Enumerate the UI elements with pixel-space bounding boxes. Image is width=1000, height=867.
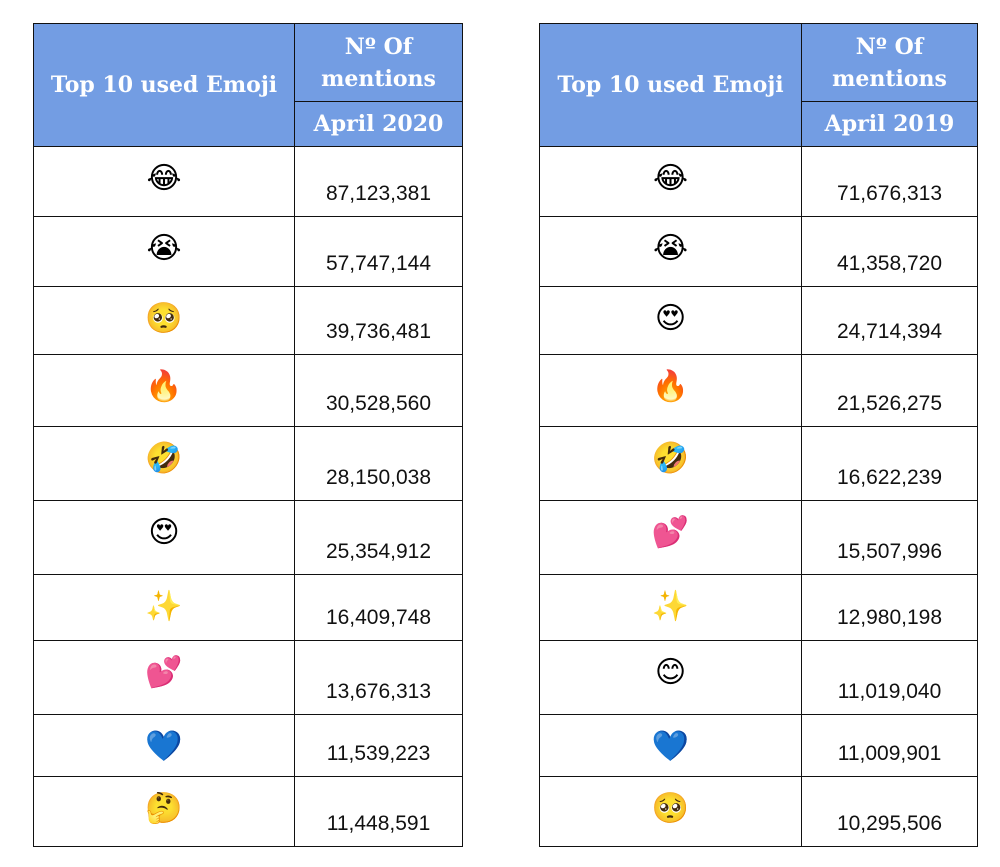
loudly-crying-face-icon: 😭 [539,216,802,287]
header-mentions: Nº Of mentions [801,23,978,102]
table-row: 🔥 30,528,560 [33,354,463,427]
table-row: 🤣 28,150,038 [33,426,463,501]
mention-count: 39,736,481 [294,286,463,355]
mention-count: 15,507,996 [801,500,978,575]
mention-count: 11,019,040 [801,640,978,715]
table-row: 😂 87,123,381 [33,146,463,217]
header-mentions: Nº Of mentions [294,23,463,102]
table-row: 🤣 16,622,239 [539,426,978,501]
table-row: 😭 57,747,144 [33,216,463,287]
mention-count: 21,526,275 [801,354,978,427]
face-with-tears-of-joy-icon: 😂 [33,146,295,217]
table-row: 🥺 39,736,481 [33,286,463,355]
mention-count: 30,528,560 [294,354,463,427]
table-row: ✨ 12,980,198 [539,574,978,641]
table-row: ✨ 16,409,748 [33,574,463,641]
table-row: 😊 11,019,040 [539,640,978,715]
table-row: 😂 71,676,313 [539,146,978,217]
fire-icon: 🔥 [33,354,295,427]
heart-eyes-icon: 😍 [539,286,802,355]
mention-count: 10,295,506 [801,776,978,847]
heart-eyes-icon: 😍 [33,500,295,575]
emoji-table-2019: Top 10 used Emoji Nº Of mentions April 2… [539,23,978,847]
pleading-face-icon: 🥺 [539,776,802,847]
mention-count: 41,358,720 [801,216,978,287]
mention-count: 11,539,223 [294,714,463,777]
header-emoji: Top 10 used Emoji [539,23,802,147]
mention-count: 16,409,748 [294,574,463,641]
mention-count: 13,676,313 [294,640,463,715]
face-with-tears-of-joy-icon: 😂 [539,146,802,217]
loudly-crying-face-icon: 😭 [33,216,295,287]
mention-count: 87,123,381 [294,146,463,217]
mention-count: 25,354,912 [294,500,463,575]
rolling-on-floor-laughing-icon: 🤣 [539,426,802,501]
blue-heart-icon: 💙 [33,714,295,777]
table-row: 😍 25,354,912 [33,500,463,575]
emoji-table-2020: Top 10 used Emoji Nº Of mentions April 2… [33,23,463,847]
mention-count: 24,714,394 [801,286,978,355]
table-row: 💕 15,507,996 [539,500,978,575]
blue-heart-icon: 💙 [539,714,802,777]
sparkles-icon: ✨ [33,574,295,641]
table-row: 😭 41,358,720 [539,216,978,287]
table-row: 💙 11,539,223 [33,714,463,777]
header-emoji: Top 10 used Emoji [33,23,295,147]
mention-count: 16,622,239 [801,426,978,501]
sparkles-icon: ✨ [539,574,802,641]
smiling-face-icon: 😊 [539,640,802,715]
mention-count: 12,980,198 [801,574,978,641]
mention-count: 11,448,591 [294,776,463,847]
rolling-on-floor-laughing-icon: 🤣 [33,426,295,501]
fire-icon: 🔥 [539,354,802,427]
table-row: 💙 11,009,901 [539,714,978,777]
table-row: 🔥 21,526,275 [539,354,978,427]
table-row: 🥺 10,295,506 [539,776,978,847]
table-row: 🤔 11,448,591 [33,776,463,847]
pleading-face-icon: 🥺 [33,286,295,355]
mention-count: 57,747,144 [294,216,463,287]
thinking-face-icon: 🤔 [33,776,295,847]
mention-count: 71,676,313 [801,146,978,217]
mention-count: 28,150,038 [294,426,463,501]
header-period: April 2019 [801,101,978,147]
two-hearts-icon: 💕 [539,500,802,575]
two-hearts-icon: 💕 [33,640,295,715]
header-period: April 2020 [294,101,463,147]
table-row: 💕 13,676,313 [33,640,463,715]
table-row: 😍 24,714,394 [539,286,978,355]
mention-count: 11,009,901 [801,714,978,777]
